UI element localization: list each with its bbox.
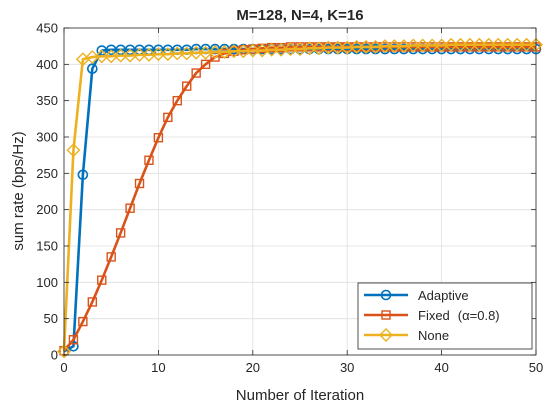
legend-marker [379, 328, 393, 342]
data-point [151, 47, 166, 62]
y-tick-label: 350 [36, 93, 58, 108]
x-tick-label: 30 [340, 360, 354, 375]
data-point [425, 38, 440, 53]
data-point [200, 59, 211, 70]
data-point [481, 37, 496, 52]
data-point [163, 112, 173, 123]
legend-label: Adaptive [418, 288, 469, 303]
data-point [359, 39, 374, 54]
legend-marker [380, 289, 392, 301]
data-point [113, 48, 128, 63]
y-tick-label: 450 [36, 21, 58, 36]
data-point [444, 37, 459, 52]
data-point [87, 297, 98, 307]
data-point [78, 316, 88, 327]
legend-item-fixed: Fixed (α=0.8) [364, 308, 500, 323]
y-tick-label: 300 [36, 130, 58, 145]
data-point [415, 38, 430, 53]
y-tick-label: 200 [36, 202, 58, 217]
data-point [87, 63, 98, 74]
y-tick-label: 0 [51, 348, 58, 363]
data-point [519, 37, 534, 52]
data-point [189, 45, 204, 60]
series-none [57, 37, 543, 359]
y-tick-label: 50 [44, 311, 58, 326]
x-tick-label: 50 [529, 360, 543, 375]
data-point [97, 275, 107, 285]
series-layer [57, 37, 543, 359]
data-point [115, 228, 126, 238]
y-tick-label: 150 [36, 239, 58, 254]
data-point [472, 37, 487, 52]
data-point [182, 81, 192, 91]
data-point [226, 44, 241, 59]
data-point [106, 252, 116, 262]
data-point [349, 39, 364, 54]
x-tick-label: 40 [434, 360, 448, 375]
legend-item-adaptive: Adaptive [364, 288, 469, 303]
data-point [134, 178, 145, 189]
data-point [283, 42, 298, 57]
data-point [462, 37, 477, 52]
legend-label: None [418, 328, 449, 343]
x-tick-label: 10 [151, 360, 165, 375]
x-axis-ticks: 0 10 20 30 40 50 [60, 28, 543, 375]
data-point [208, 44, 223, 59]
y-axis-label: sum rate (bps/Hz) [10, 131, 27, 250]
legend-label-suffix: (α=0.8) [458, 308, 500, 323]
data-point [94, 49, 109, 64]
data-point [125, 203, 135, 213]
data-point [377, 39, 392, 54]
data-point [510, 37, 525, 52]
x-tick-label: 20 [246, 360, 260, 375]
data-point [57, 344, 71, 359]
data-point [191, 68, 201, 78]
x-axis-label: Number of Iteration [236, 387, 364, 404]
data-point [153, 133, 164, 143]
chart-title: M=128, N=4, K=16 [236, 7, 363, 24]
legend-marker [381, 310, 391, 320]
x-tick-label: 0 [60, 360, 67, 375]
data-point [264, 42, 279, 57]
legend: Adaptive Fixed (α=0.8) None [357, 282, 533, 350]
plot-frame [63, 27, 537, 356]
legend-label: Fixed (α=0.8) [418, 308, 500, 323]
data-point [68, 335, 79, 345]
y-tick-label: 400 [36, 57, 58, 72]
data-point [132, 47, 147, 62]
y-axis-ticks: 0 50 100 150 200 250 300 350 400 450 [36, 21, 536, 363]
data-point [170, 46, 185, 61]
data-point [387, 39, 402, 54]
data-point [66, 143, 81, 158]
data-point [491, 37, 506, 52]
data-point [406, 38, 421, 53]
data-point [321, 40, 336, 55]
data-point [302, 41, 317, 56]
y-tick-label: 250 [36, 166, 58, 181]
legend-item-none: None [364, 328, 449, 343]
data-point [77, 169, 89, 181]
data-point [453, 37, 468, 52]
data-point [144, 155, 154, 165]
data-point [245, 43, 260, 58]
data-point [330, 40, 345, 55]
gridlines [63, 27, 537, 356]
data-point [500, 37, 515, 52]
data-point [172, 95, 182, 106]
y-tick-label: 100 [36, 275, 58, 290]
